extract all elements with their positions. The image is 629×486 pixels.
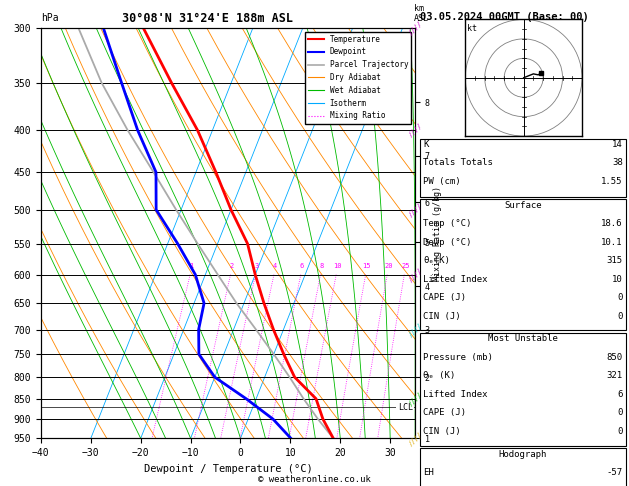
- Text: km
ASL: km ASL: [414, 4, 429, 23]
- Text: ////: ////: [407, 266, 423, 283]
- X-axis label: Dewpoint / Temperature (°C): Dewpoint / Temperature (°C): [143, 464, 313, 474]
- Text: © weatheronline.co.uk: © weatheronline.co.uk: [258, 474, 371, 484]
- Legend: Temperature, Dewpoint, Parcel Trajectory, Dry Adiabat, Wet Adiabat, Isotherm, Mi: Temperature, Dewpoint, Parcel Trajectory…: [305, 32, 411, 123]
- Text: 30°08'N 31°24'E 188m ASL: 30°08'N 31°24'E 188m ASL: [122, 12, 293, 25]
- Text: θₑ (K): θₑ (K): [423, 371, 455, 381]
- Text: 25: 25: [401, 262, 409, 269]
- Text: 15: 15: [362, 262, 371, 269]
- Text: 6: 6: [617, 390, 623, 399]
- Text: 14: 14: [612, 140, 623, 149]
- Text: 20: 20: [384, 262, 392, 269]
- Text: 10: 10: [612, 275, 623, 284]
- Text: 1.55: 1.55: [601, 177, 623, 186]
- Text: 6: 6: [300, 262, 304, 269]
- Text: LCL: LCL: [398, 402, 413, 412]
- Text: θₑ(K): θₑ(K): [423, 256, 450, 265]
- Y-axis label: Mixing Ratio (g/kg): Mixing Ratio (g/kg): [433, 186, 442, 280]
- Text: K: K: [423, 140, 429, 149]
- Text: 0: 0: [617, 408, 623, 417]
- Text: 03.05.2024 00GMT (Base: 00): 03.05.2024 00GMT (Base: 00): [420, 12, 589, 22]
- Text: 3: 3: [255, 262, 259, 269]
- Text: 1: 1: [189, 262, 194, 269]
- Text: hPa: hPa: [41, 13, 58, 23]
- Text: Surface: Surface: [504, 201, 542, 210]
- Text: Pressure (mb): Pressure (mb): [423, 353, 493, 362]
- Text: 10: 10: [333, 262, 342, 269]
- Text: Temp (°C): Temp (°C): [423, 219, 472, 228]
- Text: 10.1: 10.1: [601, 238, 623, 247]
- Text: CAPE (J): CAPE (J): [423, 293, 466, 302]
- Text: 0: 0: [617, 293, 623, 302]
- Text: 2: 2: [230, 262, 234, 269]
- Text: ////: ////: [407, 122, 423, 139]
- Text: 0: 0: [617, 312, 623, 321]
- Text: Most Unstable: Most Unstable: [488, 334, 558, 344]
- Text: 315: 315: [606, 256, 623, 265]
- Text: 850: 850: [606, 353, 623, 362]
- Text: 18.6: 18.6: [601, 219, 623, 228]
- Text: ////: ////: [407, 430, 423, 447]
- Text: ////: ////: [407, 202, 423, 218]
- Text: PW (cm): PW (cm): [423, 177, 461, 186]
- Text: Lifted Index: Lifted Index: [423, 275, 488, 284]
- Text: ////: ////: [407, 321, 423, 338]
- Text: 0: 0: [617, 427, 623, 436]
- Text: Dewp (°C): Dewp (°C): [423, 238, 472, 247]
- Text: Totals Totals: Totals Totals: [423, 158, 493, 168]
- Text: Lifted Index: Lifted Index: [423, 390, 488, 399]
- Text: Hodograph: Hodograph: [499, 450, 547, 459]
- Text: -57: -57: [606, 468, 623, 477]
- Text: 8: 8: [320, 262, 324, 269]
- Text: kt: kt: [467, 24, 477, 34]
- Text: ////: ////: [407, 19, 423, 36]
- Text: ////: ////: [407, 391, 423, 407]
- Text: 321: 321: [606, 371, 623, 381]
- Text: CIN (J): CIN (J): [423, 312, 461, 321]
- Text: CAPE (J): CAPE (J): [423, 408, 466, 417]
- Text: EH: EH: [423, 468, 434, 477]
- Text: CIN (J): CIN (J): [423, 427, 461, 436]
- Text: 4: 4: [273, 262, 277, 269]
- Text: 38: 38: [612, 158, 623, 168]
